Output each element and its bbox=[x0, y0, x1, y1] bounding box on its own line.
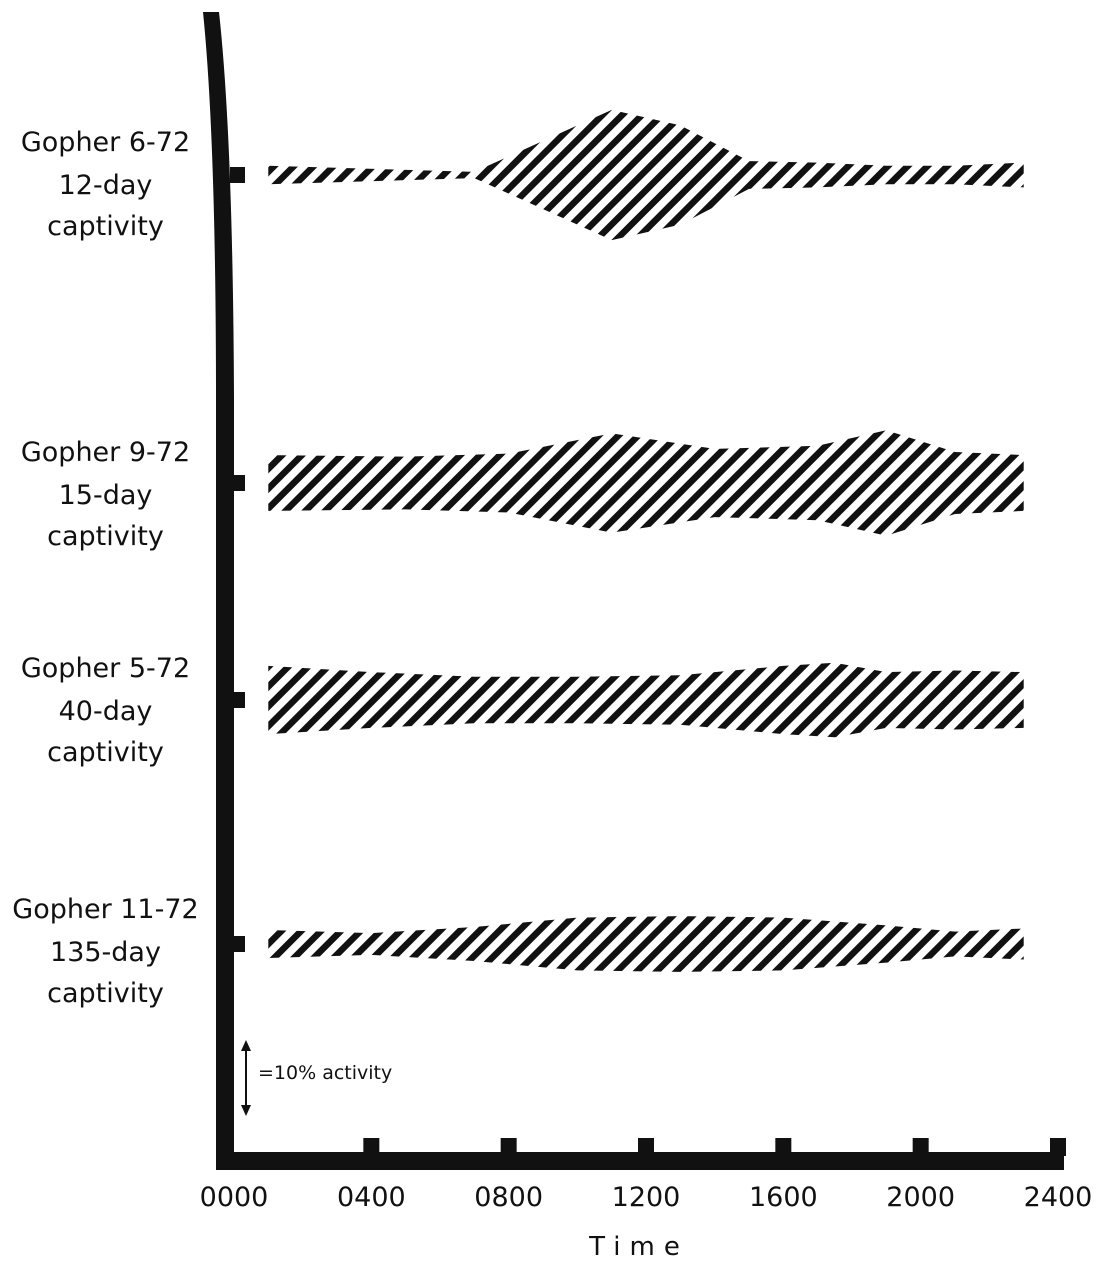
series-captivity-word: captivity bbox=[47, 978, 164, 1010]
series-label-3: Gopher 5-72 40-day captivity bbox=[8, 653, 203, 766]
series-name: Gopher 5-72 bbox=[20, 653, 191, 684]
x-tick-1200 bbox=[638, 1138, 654, 1156]
series-captivity-days: 12-day bbox=[58, 170, 153, 202]
y-axis-line bbox=[203, 12, 234, 1170]
series-label-2: Gopher 9-72 15-day captivity bbox=[8, 437, 203, 550]
scale-legend-arrow bbox=[241, 1040, 251, 1116]
x-axis-title: Time bbox=[589, 1232, 689, 1262]
x-tick-label: 2400 bbox=[1023, 1182, 1093, 1213]
activity-band-1 bbox=[268, 109, 1024, 241]
x-axis-ticks bbox=[363, 1138, 1066, 1156]
activity-band-4 bbox=[268, 916, 1024, 972]
series-captivity-word: captivity bbox=[47, 737, 164, 769]
scale-legend-label: =10% activity bbox=[258, 1062, 393, 1084]
series-captivity-days: 15-day bbox=[58, 480, 153, 512]
series-captivity-word: captivity bbox=[47, 521, 164, 553]
y-axis-ticks bbox=[230, 167, 245, 952]
y-tick-2 bbox=[230, 475, 245, 491]
series-name: Gopher 6-72 bbox=[20, 127, 191, 158]
x-tick-label: 2000 bbox=[886, 1182, 956, 1213]
x-tick-label: 0000 bbox=[199, 1182, 269, 1213]
series-captivity-days: 135-day bbox=[50, 937, 161, 969]
series-name: Gopher 9-72 bbox=[20, 437, 191, 468]
x-tick-label: 1200 bbox=[611, 1182, 681, 1213]
series-label-1: Gopher 6-72 12-day captivity bbox=[8, 127, 203, 240]
series-label-4: Gopher 11-72 135-day captivity bbox=[8, 894, 203, 1007]
activity-band-2 bbox=[268, 430, 1024, 536]
x-tick-2400 bbox=[1050, 1138, 1066, 1156]
series-captivity-word: captivity bbox=[47, 211, 164, 243]
y-tick-1 bbox=[230, 167, 245, 183]
x-tick-label: 1600 bbox=[748, 1182, 818, 1213]
x-tick-0400 bbox=[363, 1138, 380, 1156]
x-tick-label: 0400 bbox=[336, 1182, 406, 1213]
axes bbox=[203, 12, 1066, 1170]
x-tick-0800 bbox=[500, 1138, 517, 1156]
series-captivity-days: 40-day bbox=[58, 696, 153, 728]
y-tick-3 bbox=[230, 692, 245, 708]
x-tick-1600 bbox=[775, 1138, 792, 1156]
activity-bands bbox=[268, 109, 1024, 972]
x-tick-label: 0800 bbox=[474, 1182, 544, 1213]
x-tick-2000 bbox=[912, 1138, 929, 1156]
y-tick-4 bbox=[230, 936, 245, 952]
activity-band-3 bbox=[268, 662, 1024, 738]
series-name: Gopher 11-72 bbox=[12, 894, 199, 925]
x-axis-line bbox=[216, 1152, 1064, 1170]
